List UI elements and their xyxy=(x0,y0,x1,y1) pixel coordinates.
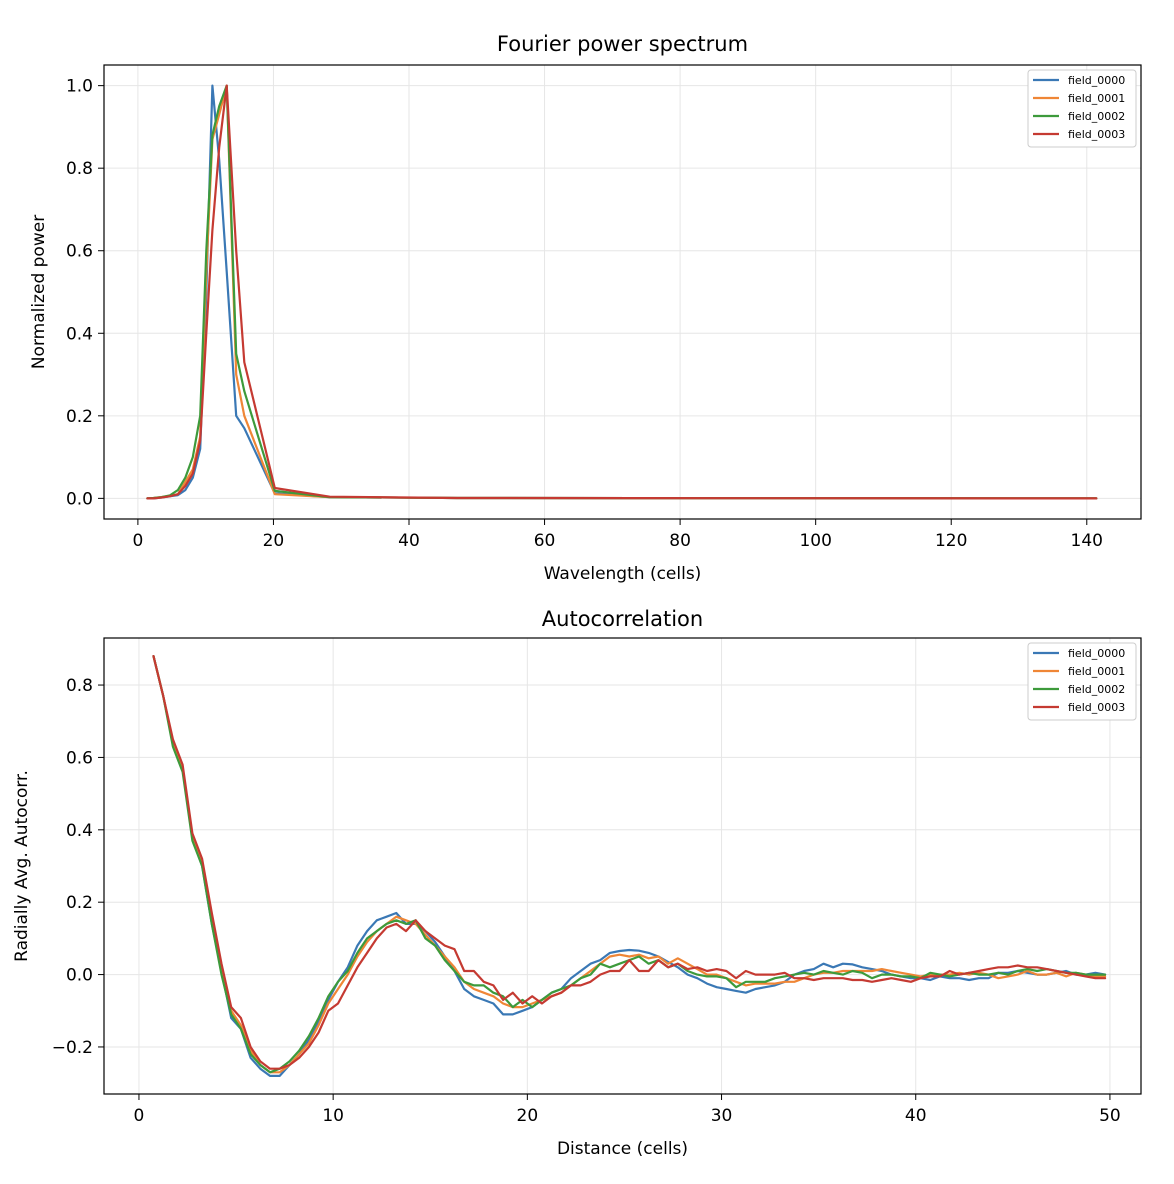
grid xyxy=(104,65,1141,519)
y-tick-label: 0.6 xyxy=(66,748,93,768)
y-tick-label: −0.2 xyxy=(52,1038,93,1058)
y-tick-label: 0.0 xyxy=(66,966,93,986)
chart-title: Fourier power spectrum xyxy=(497,32,748,56)
legend-label: field_0000 xyxy=(1068,74,1125,87)
axes-frame xyxy=(103,637,1142,1095)
y-tick-label: 0.6 xyxy=(66,242,93,262)
x-tick-label: 30 xyxy=(711,1106,733,1126)
series-line-field_0001 xyxy=(146,84,1098,500)
y-tick-label: 0.2 xyxy=(66,407,93,427)
legend-label: field_0003 xyxy=(1068,701,1125,714)
y-tick-label: 0.0 xyxy=(66,489,93,509)
y-tick-label: 0.8 xyxy=(66,676,93,696)
x-tick-label: 50 xyxy=(1099,1106,1121,1126)
x-tick-label: 100 xyxy=(799,531,831,551)
legend-box xyxy=(1027,69,1137,148)
x-tick-label: 0 xyxy=(134,1106,145,1126)
x-tick-label: 10 xyxy=(322,1106,344,1126)
x-axis-label: Wavelength (cells) xyxy=(544,564,702,584)
series-line-field_0003 xyxy=(152,654,1107,1070)
chart-title: Autocorrelation xyxy=(542,607,703,631)
x-tick-label: 0 xyxy=(132,531,143,551)
legend: field_0000 field_0001 field_0002 field_0003 xyxy=(1027,642,1137,721)
legend-label: field_0001 xyxy=(1068,92,1125,105)
grid xyxy=(104,638,1141,1094)
series-line-field_0003 xyxy=(146,84,1098,500)
y-axis-label: Radially Avg. Autocorr. xyxy=(12,770,32,962)
legend: field_0000 field_0001 field_0002 field_0003 xyxy=(1027,69,1137,148)
x-tick-label: 40 xyxy=(905,1106,927,1126)
series-line-field_0000 xyxy=(146,84,1098,500)
legend-label: field_0001 xyxy=(1068,665,1125,678)
series-line-field_0002 xyxy=(152,654,1107,1074)
legend-box xyxy=(1027,642,1137,721)
y-tick-label: 0.4 xyxy=(66,821,93,841)
series-line-field_0000 xyxy=(152,654,1107,1078)
series-lines xyxy=(152,654,1107,1078)
legend-label: field_0003 xyxy=(1068,128,1125,141)
y-tick-label: 0.4 xyxy=(66,324,93,344)
x-tick-label: 120 xyxy=(935,531,967,551)
series-line-field_0002 xyxy=(146,84,1098,500)
legend-label: field_0002 xyxy=(1068,110,1125,123)
x-tick-label: 80 xyxy=(669,531,691,551)
axes-frame xyxy=(103,64,1142,520)
legend-label: field_0000 xyxy=(1068,647,1125,660)
power-spectrum-panel: 0 20 40 60 80 100 120 140 0.0 0.2 0.4 0.6 0.8 1.0 Four… xyxy=(29,32,1142,584)
series-lines xyxy=(146,84,1098,500)
series-line-field_0001 xyxy=(152,654,1107,1074)
autocorrelation-panel: 0 10 20 30 40 50 −0.2 0.0 0.2 0.4 0.6 0.8 Autocorrel… xyxy=(12,607,1142,1159)
x-tick-label: 20 xyxy=(517,1106,539,1126)
x-tick-label: 40 xyxy=(398,531,420,551)
y-tick-label: 0.2 xyxy=(66,893,93,913)
x-tick-label: 60 xyxy=(534,531,556,551)
legend-label: field_0002 xyxy=(1068,683,1125,696)
x-axis-label: Distance (cells) xyxy=(557,1139,688,1159)
x-tick-label: 140 xyxy=(1071,531,1103,551)
y-tick-label: 0.8 xyxy=(66,159,93,179)
y-axis-label: Normalized power xyxy=(29,215,49,369)
y-tick-label: 1.0 xyxy=(66,77,93,97)
x-tick-label: 20 xyxy=(263,531,285,551)
